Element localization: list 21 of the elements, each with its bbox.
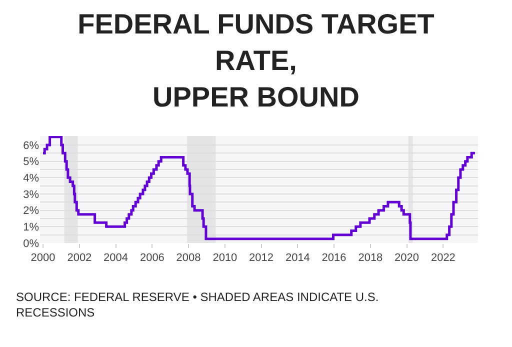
x-tick-label: 2006 (140, 252, 164, 264)
x-tick-label: 2000 (30, 252, 56, 264)
y-tick-label: 3% (23, 188, 40, 201)
x-tick-label: 2012 (249, 252, 274, 264)
y-tick-label: 0% (23, 238, 40, 250)
y-tick-label: 4% (23, 172, 40, 185)
x-tick-label: 2008 (176, 252, 201, 264)
x-tick-label: 2004 (104, 252, 128, 264)
x-tick-label: 2002 (67, 252, 92, 264)
x-tick-label: 2020 (394, 252, 420, 264)
y-tick-label: 6% (23, 140, 40, 152)
y-tick-label: 5% (23, 156, 40, 168)
x-tick-label: 2016 (322, 252, 346, 264)
x-tick-label: 2018 (358, 252, 383, 264)
source-note: SOURCE: FEDERAL RESERVE • SHADED AREAS INDICATE U.S. RECESSIONS (16, 290, 379, 320)
x-tick-label: 2014 (285, 252, 310, 264)
y-tick-label: 1% (23, 222, 40, 234)
x-tick-label: 2022 (430, 252, 456, 264)
y-tick-label: 2% (23, 205, 40, 218)
chart-title: FEDERAL FUNDS TARGET RATE, UPPER BOUND (78, 8, 434, 112)
x-tick-label: 2010 (212, 252, 238, 264)
